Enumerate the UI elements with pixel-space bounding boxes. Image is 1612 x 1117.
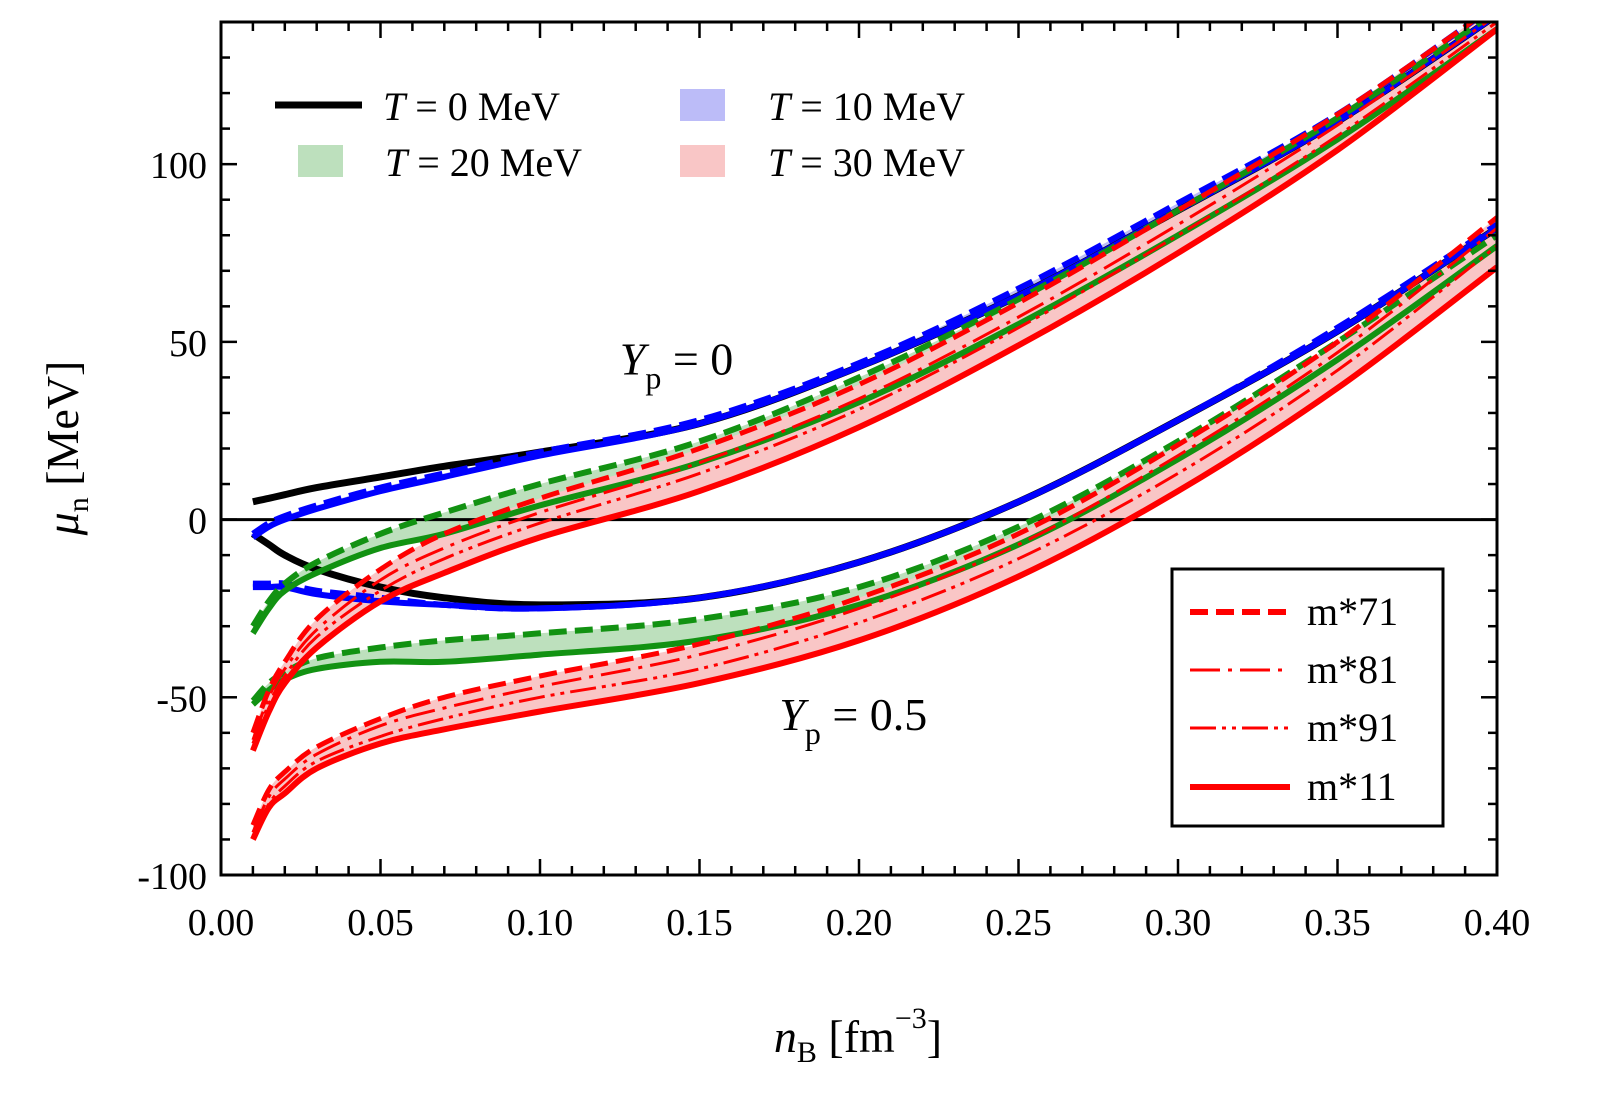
x-tick-label: 0.35 <box>1304 902 1371 944</box>
x-tick-label: 0.30 <box>1145 902 1212 944</box>
band-yp05-T20 <box>252 235 1497 705</box>
y-tick-label: 100 <box>150 145 207 187</box>
series-yp0-T30-m81 <box>251 22 1490 741</box>
series-yp05-T30-m91 <box>251 244 1497 837</box>
series-yp05-T30-m81 <box>251 226 1497 834</box>
series-yp0-T30-m91 <box>251 22 1497 745</box>
axis-tick-labels: 0.00 0.05 0.10 0.15 0.20 0.25 0.30 0.35 0.40 -100… <box>137 145 1530 944</box>
series-yp0-T30-m71 <box>250 22 1477 734</box>
legend-label-t30: T = 30 MeV <box>768 140 965 185</box>
series-yp0-T30-m11 <box>250 26 1497 752</box>
legend-temperature: T = 0 MeV T = 10 MeV T = 20 MeV T = 30 M… <box>275 84 965 185</box>
series-yp0-T20-m71 <box>250 22 1487 628</box>
axis-ticks <box>219 20 1499 877</box>
series-yp05-T20-m11 <box>250 243 1497 707</box>
legend-label-t10: T = 10 MeV <box>768 84 965 129</box>
legend-label-t20: T = 20 MeV <box>385 140 582 185</box>
legend-models: m*71 m*81 m*91 m*11 <box>1170 567 1445 828</box>
x-tick-label: 0.25 <box>985 902 1052 944</box>
y-tick-label: -50 <box>156 678 207 720</box>
legend-label-t0: T = 0 MeV <box>383 84 560 129</box>
series-yp05-T30-m71 <box>250 215 1497 827</box>
series-yp05-T30-m11 <box>250 264 1497 841</box>
x-tick-label: 0.05 <box>347 902 414 944</box>
y-tick-label: 0 <box>188 501 207 543</box>
x-tick-label: 0.00 <box>188 902 255 944</box>
x-tick-label: 0.10 <box>507 902 574 944</box>
legend-label-m91: m*91 <box>1307 705 1398 750</box>
legend-label-m81: m*81 <box>1307 647 1398 692</box>
annotation-yp-0-5: Yp = 0.5 <box>779 689 927 751</box>
legend-swatch-t20 <box>298 145 343 177</box>
legend-swatch-t30 <box>680 145 725 177</box>
x-tick-label: 0.40 <box>1464 902 1531 944</box>
legend-label-m11: m*11 <box>1307 764 1397 809</box>
band-yp05-T30 <box>252 217 1497 840</box>
series-yp0-T10-m71 <box>251 22 1478 537</box>
legend-swatch-t10 <box>680 89 725 121</box>
series-lines <box>250 22 1497 841</box>
x-axis-title: nB [fm−3] <box>774 1002 942 1069</box>
y-tick-label: 50 <box>169 323 207 365</box>
y-tick-label: -100 <box>137 856 207 898</box>
x-tick-label: 0.15 <box>666 902 733 944</box>
annotation-yp-0: Yp = 0 <box>620 334 734 396</box>
x-tick-label: 0.20 <box>826 902 893 944</box>
band-yp0-T30 <box>252 22 1497 751</box>
y-axis-title: μn [MeV] <box>37 361 95 537</box>
legend-label-m71: m*71 <box>1307 589 1398 634</box>
series-yp05-T10-m11 <box>252 225 1497 612</box>
